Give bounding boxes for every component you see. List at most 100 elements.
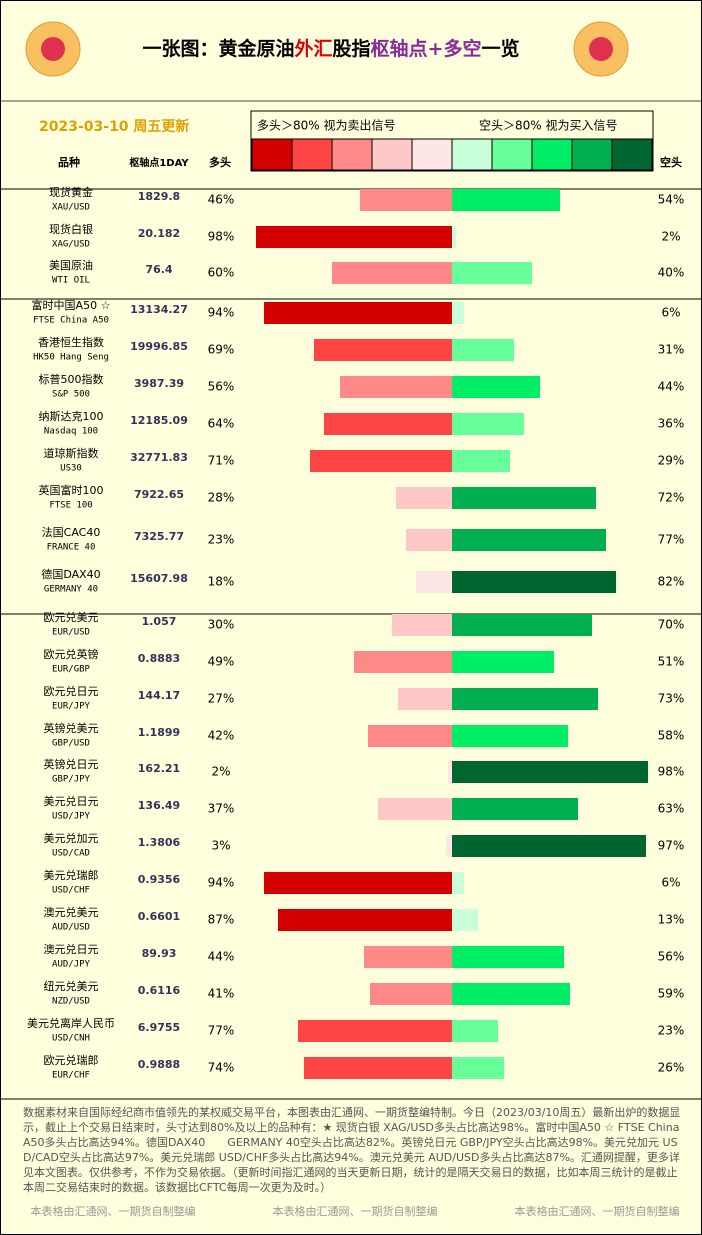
footer: 本表格由汇通网、一期货自制整编 [515, 1204, 680, 1218]
row-code: Nasdaq 100 [44, 427, 98, 437]
title: 一张图：黄金原油外汇股指枢轴点+多空一览 [143, 37, 520, 60]
pivot: 162.21 [138, 762, 180, 775]
row-name: 欧元兑日元 [44, 684, 99, 698]
row-name: 英镑兑美元 [44, 721, 99, 735]
row-code: FTSE 100 [49, 501, 92, 511]
row-name: 纳斯达克100 [39, 410, 104, 423]
short-pct: 58% [658, 729, 685, 743]
row-name: 现货白银 [49, 222, 93, 236]
pivot: 1.1899 [138, 726, 180, 739]
short-pct: 70% [658, 618, 685, 632]
pivot: 76.4 [145, 263, 172, 276]
short-bar [452, 413, 524, 435]
long-bar [354, 651, 452, 673]
long-bar [304, 1057, 452, 1079]
long-bar [378, 798, 452, 820]
legend-text: 多头＞80% 视为卖出信号 [257, 118, 396, 133]
row-name: 富时中国A50 ☆ [32, 298, 111, 312]
short-bar [452, 688, 598, 710]
legend-swatch [411, 138, 453, 171]
logo-mark [589, 37, 613, 61]
legend-box [250, 110, 654, 172]
long-bar [370, 983, 452, 1005]
logo-mark [41, 37, 65, 61]
long-pct: 2% [211, 765, 230, 779]
row-name: 美国原油 [49, 258, 93, 272]
row-code: USD/CAD [52, 849, 90, 859]
short-bar [452, 614, 592, 636]
row-code: AUD/USD [52, 923, 90, 933]
pivot: 12185.09 [130, 414, 188, 427]
row-code: USD/CHF [52, 886, 90, 896]
short-bar [452, 835, 646, 857]
pivot: 19996.85 [130, 340, 188, 353]
long-pct: 74% [208, 1061, 235, 1075]
long-pct: 77% [208, 1024, 235, 1038]
short-bar [452, 262, 532, 284]
short-pct: 51% [658, 655, 685, 669]
short-bar [452, 487, 596, 509]
short-bar [452, 1020, 498, 1042]
pivot: 7325.77 [134, 530, 184, 543]
legend-swatch [251, 138, 293, 171]
long-bar [332, 262, 452, 284]
row-name: 欧元兑英镑 [44, 647, 99, 661]
row-code: GERMANY 40 [44, 585, 98, 595]
row-code: XAU/USD [52, 203, 90, 213]
row-name: 纽元兑美元 [44, 979, 99, 993]
short-pct: 13% [658, 913, 685, 927]
short-bar [452, 189, 560, 211]
legend-swatch [371, 138, 413, 171]
pivot: 1.057 [142, 615, 177, 628]
long-pct: 56% [208, 380, 235, 394]
pivot: 0.9888 [138, 1058, 180, 1071]
row-name: 英国富时100 [39, 483, 104, 497]
long-pct: 71% [208, 454, 235, 468]
long-bar [256, 226, 452, 248]
long-pct: 64% [208, 417, 235, 431]
short-pct: 82% [658, 575, 685, 589]
row-code: HK50 Hang Seng [33, 353, 109, 363]
short-pct: 40% [658, 266, 685, 280]
long-bar [314, 339, 452, 361]
long-pct: 27% [208, 692, 235, 706]
pivot: 32771.83 [130, 451, 188, 464]
long-pct: 98% [208, 230, 235, 244]
long-pct: 87% [208, 913, 235, 927]
row-code: XAG/USD [52, 240, 90, 250]
long-pct: 44% [208, 950, 235, 964]
row-code: GBP/JPY [52, 775, 91, 785]
row-code: EUR/JPY [52, 702, 91, 712]
long-pct: 69% [208, 343, 235, 357]
row-name: 美元兑日元 [44, 794, 99, 808]
short-pct: 97% [658, 839, 685, 853]
pivot: 3987.39 [134, 377, 184, 390]
legend-swatch [291, 138, 333, 171]
row-name: 香港恒生指数 [38, 335, 104, 349]
long-bar [416, 571, 452, 593]
short-bar [452, 761, 648, 783]
row-code: FRANCE 40 [47, 543, 96, 553]
long-pct: 41% [208, 987, 235, 1001]
long-bar [278, 909, 452, 931]
row-code: AUD/JPY [52, 960, 91, 970]
long-pct: 28% [208, 491, 235, 505]
pivot: 15607.98 [130, 572, 188, 585]
short-bar [452, 798, 578, 820]
row-name: 道琼斯指数 [44, 446, 99, 460]
short-bar [452, 872, 464, 894]
short-bar [452, 302, 464, 324]
long-bar [360, 189, 452, 211]
legend-swatch [611, 138, 653, 171]
long-pct: 46% [208, 193, 235, 207]
legend-swatch [451, 138, 493, 171]
short-pct: 26% [658, 1061, 685, 1075]
short-pct: 23% [658, 1024, 685, 1038]
long-bar [448, 761, 452, 783]
long-bar [264, 872, 452, 894]
row-code: US30 [60, 464, 82, 474]
title-part: 一览 [481, 37, 519, 60]
legend-swatch [491, 138, 533, 171]
